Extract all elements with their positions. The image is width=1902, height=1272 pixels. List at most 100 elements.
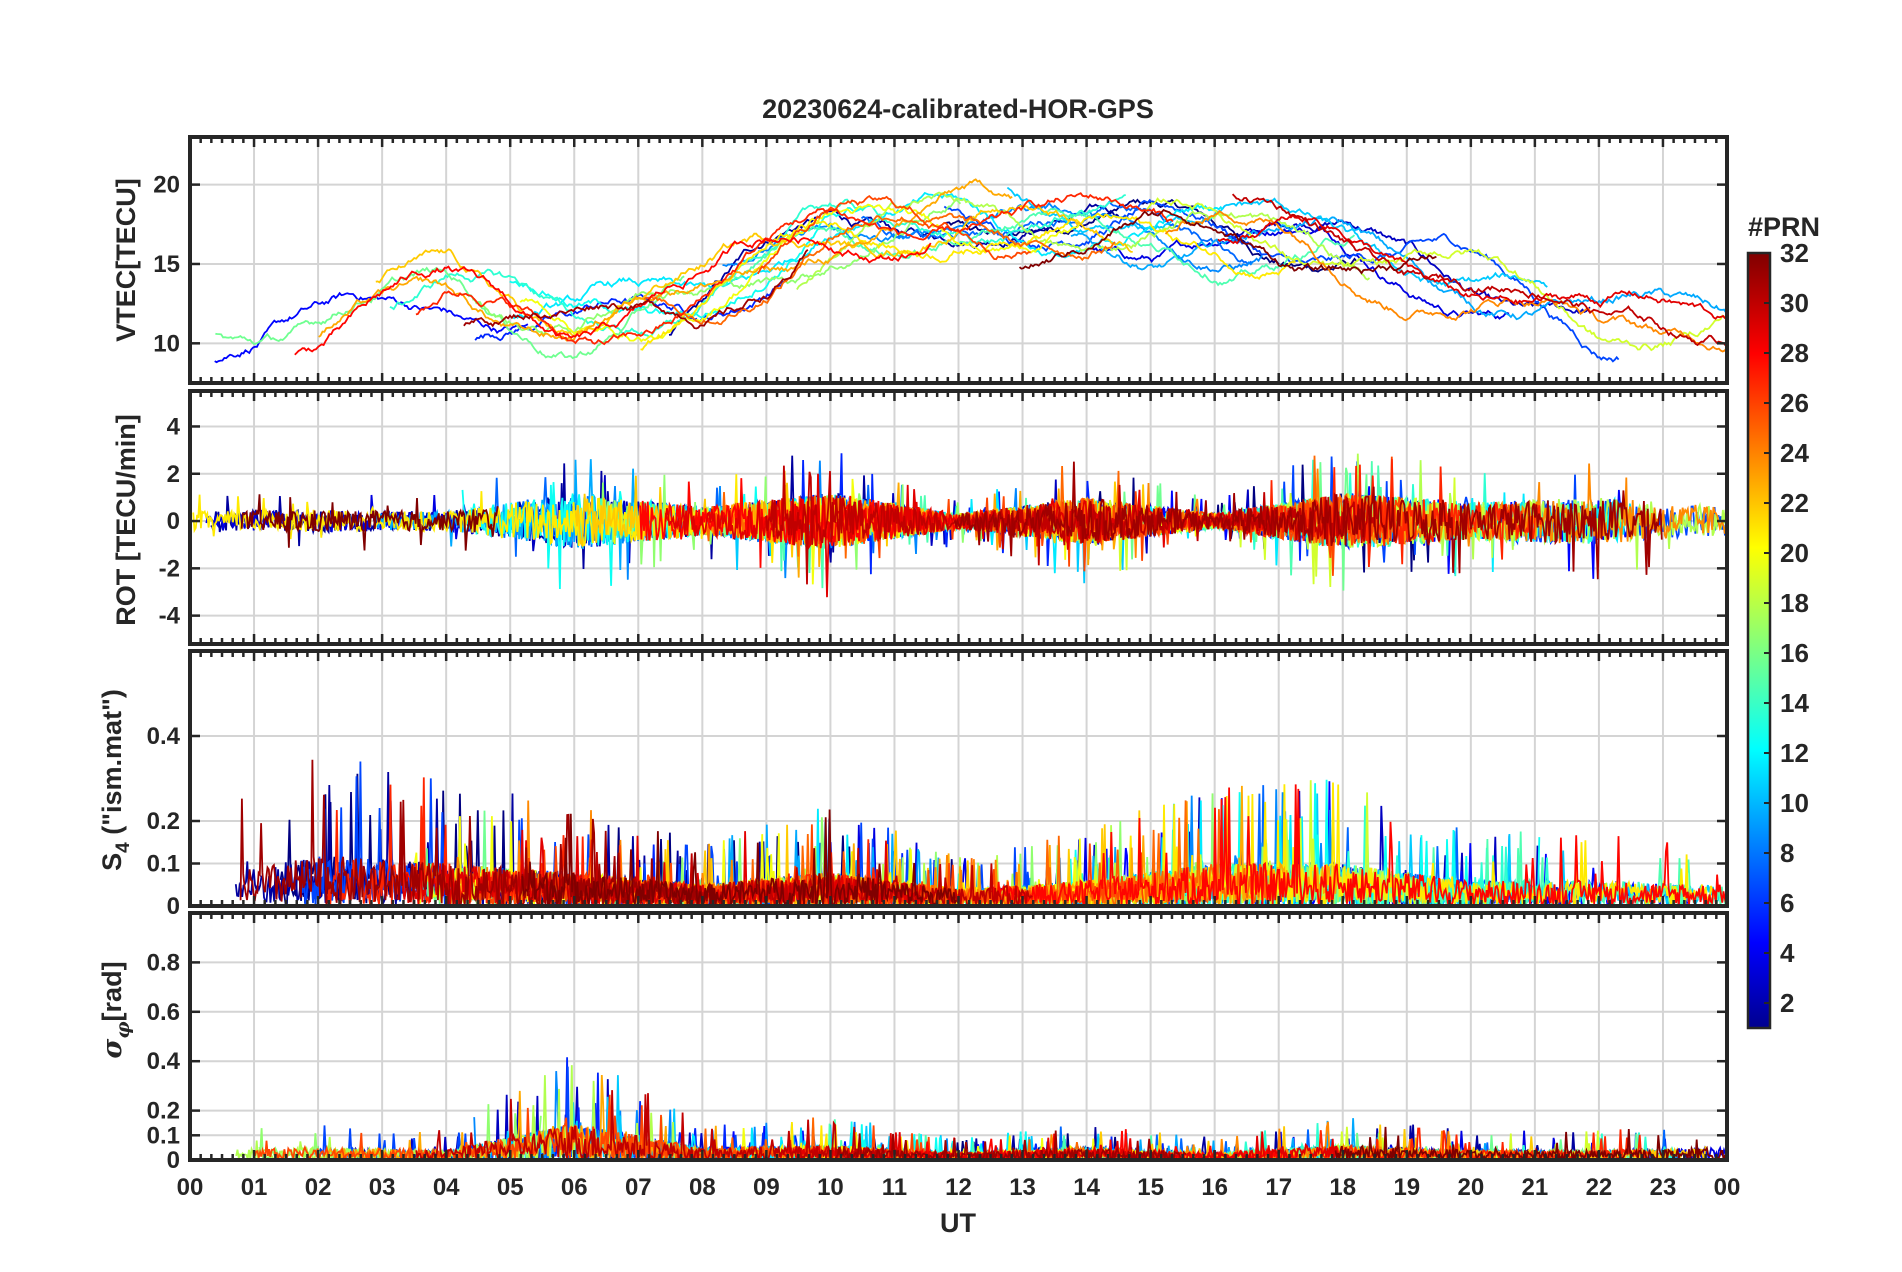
colorbar-tick-label: 28 xyxy=(1780,338,1809,368)
series-prn-16 xyxy=(215,266,685,360)
x-tick-label: 06 xyxy=(561,1174,588,1201)
colorbar-tick-label: 26 xyxy=(1780,388,1809,418)
y-tick-label: 0.4 xyxy=(147,1048,181,1075)
colorbar-tick-label: 14 xyxy=(1780,688,1809,718)
y-tick-label: 20 xyxy=(153,172,180,199)
series-prn-24 xyxy=(1164,209,1727,353)
colorbar-tick-label: 22 xyxy=(1780,488,1809,518)
y-label-vtec: VTEC[TECU] xyxy=(111,178,141,342)
x-tick-label: 11 xyxy=(882,1174,907,1201)
series-prn-19 xyxy=(1145,197,1727,352)
x-tick-label: 15 xyxy=(1137,1174,1164,1201)
colorbar-gradient xyxy=(1746,251,1772,1030)
y-tick-label: 0 xyxy=(167,1147,180,1174)
x-tick-label: 03 xyxy=(369,1174,396,1201)
y-label-sigma-rest: [rad] xyxy=(97,961,127,1021)
series-prn-28 xyxy=(990,784,1727,906)
series-prn-32 xyxy=(1018,208,1437,275)
x-tick-label: 00 xyxy=(1714,1174,1741,1201)
x-axis: 00 01 02 03 04 05 06 07 08 09 10 11 12 13 14 15 16 17 18 19… xyxy=(177,1174,1741,1201)
y-tick-label: -4 xyxy=(159,603,181,630)
x-tick-label: 01 xyxy=(241,1174,268,1201)
series-prn-27 xyxy=(415,192,1174,346)
y-label-s4-rest: ("ism.mat") xyxy=(97,689,127,842)
x-tick-label: 14 xyxy=(1073,1174,1100,1201)
y-tick-label: 0.6 xyxy=(147,999,180,1026)
x-tick-label: 08 xyxy=(689,1174,716,1201)
x-tick-label: 07 xyxy=(625,1174,652,1201)
colorbar-tick-label: 8 xyxy=(1780,838,1794,868)
x-tick-label: 00 xyxy=(177,1174,204,1201)
series-prn-31 xyxy=(239,759,715,906)
y-tick-label: 4 xyxy=(167,413,181,440)
y-axis-labels: VTEC[TECU] ROT [TECU/min] S4 ("ism.mat")… xyxy=(97,178,141,1058)
y-tick-label: 0 xyxy=(167,893,180,920)
y-tick-label: 0.4 xyxy=(147,723,181,750)
y-tick-label: 0.8 xyxy=(147,949,180,976)
x-tick-label: 02 xyxy=(305,1174,332,1201)
panel-rot: -4 -2 0 2 4 xyxy=(159,389,1729,646)
series-prn-31 xyxy=(953,461,1663,580)
series-prn-25 xyxy=(643,212,1116,326)
series-prn-32 xyxy=(1334,1126,1727,1160)
y-tick-label: 0.1 xyxy=(147,1122,180,1149)
series-prn-11 xyxy=(1006,186,1548,288)
x-tick-label: 18 xyxy=(1329,1174,1356,1201)
x-tick-label: 10 xyxy=(817,1174,844,1201)
panel-sigma-phi: 00.10.2 0.4 0.6 0.8 xyxy=(147,911,1729,1174)
y-label-sigma-main: σ xyxy=(97,1039,128,1059)
x-tick-label: 21 xyxy=(1522,1174,1549,1201)
series-prn-10 xyxy=(1070,216,1727,321)
y-tick-label: 0.2 xyxy=(147,808,180,835)
colorbar-tick-label: 30 xyxy=(1780,288,1809,318)
panel-vtec: 10 15 20 xyxy=(153,135,1729,385)
colorbar-tick-label: 2 xyxy=(1780,988,1794,1018)
series-prn-30 xyxy=(765,465,1378,585)
x-tick-label: 22 xyxy=(1586,1174,1613,1201)
y-label-sigma-phi: σφ[rad] xyxy=(97,961,134,1058)
colorbar-tick-label: 4 xyxy=(1780,938,1795,968)
series-prn-30 xyxy=(1231,193,1727,347)
x-tick-label: 04 xyxy=(433,1174,460,1201)
x-tick-label: 12 xyxy=(945,1174,972,1201)
series-prn-21 xyxy=(640,212,1296,351)
colorbar-tick-label: 6 xyxy=(1780,888,1794,918)
series-prn-31 xyxy=(463,249,809,330)
y-tick-label: 15 xyxy=(153,251,180,278)
x-tick-label: 05 xyxy=(497,1174,524,1201)
series-prn-29 xyxy=(1217,213,1726,320)
y-tick-label: -2 xyxy=(159,555,180,582)
series-prn-32 xyxy=(240,494,499,551)
series-prn-4 xyxy=(1089,226,1510,320)
series-prn-8 xyxy=(860,200,1253,265)
colorbar-tick-label: 24 xyxy=(1780,438,1809,468)
colorbar-tick-label: 10 xyxy=(1780,788,1809,818)
y-label-s4-main: S xyxy=(97,853,127,871)
y-label-sigma-sub: φ xyxy=(112,1021,134,1038)
series-prn-23 xyxy=(318,178,1013,342)
chart-title: 20230624-calibrated-HOR-GPS xyxy=(762,94,1154,124)
colorbar-tick-label: 20 xyxy=(1780,538,1809,568)
colorbar-tick-label: 12 xyxy=(1780,738,1809,768)
x-tick-label: 19 xyxy=(1393,1174,1420,1201)
y-label-s4-sub: 4 xyxy=(113,842,134,853)
colorbar-tick-label: 16 xyxy=(1780,638,1809,668)
series-prn-9 xyxy=(722,201,1263,273)
series-prn-25 xyxy=(709,800,1269,906)
series-prn-30 xyxy=(415,1090,882,1160)
x-tick-label: 20 xyxy=(1457,1174,1484,1201)
series-prn-26 xyxy=(757,194,1031,275)
x-tick-label: 23 xyxy=(1650,1174,1677,1201)
y-tick-label: 0 xyxy=(167,508,180,535)
y-tick-label: 0.1 xyxy=(147,851,180,878)
colorbar-tick-label: 32 xyxy=(1780,238,1809,268)
series-prn-14 xyxy=(389,193,1127,338)
y-label-rot: ROT [TECU/min] xyxy=(111,414,141,625)
x-tick-label: 13 xyxy=(1009,1174,1036,1201)
y-tick-label: 0.2 xyxy=(147,1098,180,1125)
series-prn-13 xyxy=(509,206,864,319)
panel-s4: 0 0.1 0.2 0.4 xyxy=(147,649,1729,920)
colorbar-label: #PRN xyxy=(1748,212,1820,242)
